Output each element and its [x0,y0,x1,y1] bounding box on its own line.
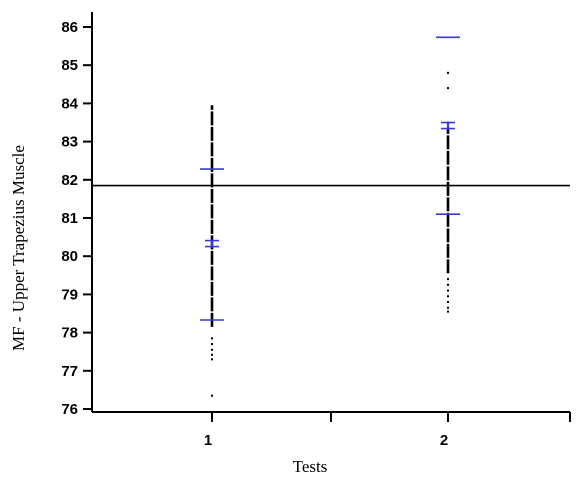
y-tick-label: 84 [61,95,78,112]
y-tick-label: 82 [61,172,78,189]
data-groups [200,36,460,397]
group-1 [200,105,224,397]
y-tick-label: 85 [61,57,78,74]
x-axis-title: Tests [293,457,328,476]
data-point [447,71,449,74]
y-axis-title: MF - Upper Trapezius Muscle [9,145,28,351]
y-tick-label: 77 [61,363,78,380]
plot-frame [91,12,570,413]
data-point [447,301,449,304]
x-tick-label: 2 [440,432,448,449]
y-tick-label: 78 [61,325,78,342]
data-point [447,283,449,286]
data-point [447,278,449,281]
y-tick-label: 79 [61,286,78,303]
y-tick-label: 76 [61,401,78,418]
data-point [447,289,449,292]
y-tick-label: 81 [61,210,78,227]
data-point [211,348,213,351]
data-point [447,295,449,298]
y-tick-label: 83 [61,134,78,151]
y-axis-ticks: 76 77 78 79 80 81 82 83 84 85 86 [61,19,92,418]
y-tick-label: 86 [61,19,78,36]
y-tick-label: 80 [61,248,78,265]
data-point [211,394,213,397]
group-2 [436,36,460,313]
data-point [447,306,449,309]
data-point [447,310,449,313]
data-point [211,337,213,340]
data-point [211,358,213,361]
x-tick-label: 1 [204,432,212,449]
data-point [447,87,449,90]
data-point [211,353,213,356]
data-point [211,343,213,346]
